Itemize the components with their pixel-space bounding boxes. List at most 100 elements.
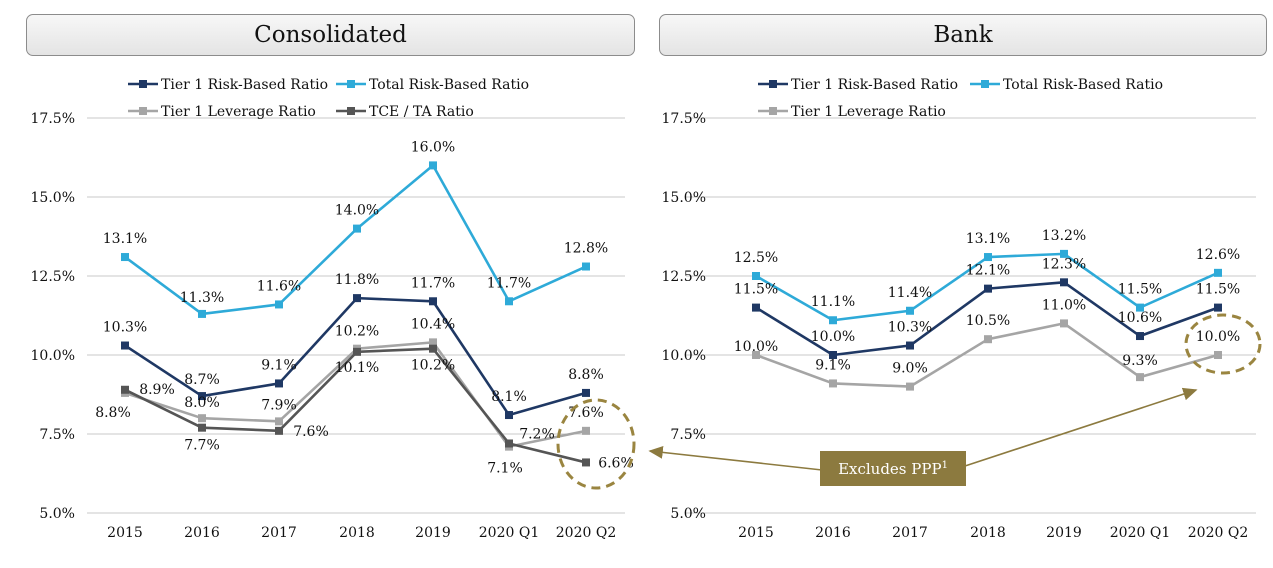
bank-data-label: 10.5% bbox=[966, 313, 1010, 329]
consolidated-data-label: 11.8% bbox=[335, 272, 379, 288]
consolidated-data-label: 10.2% bbox=[411, 358, 455, 374]
consolidated-legend-swatch-marker bbox=[347, 107, 355, 115]
consolidated-series-1-marker bbox=[275, 379, 283, 388]
bank-data-label: 11.1% bbox=[811, 294, 855, 310]
bank-x-tick-label: 2016 bbox=[815, 525, 851, 541]
consolidated-data-label: 8.9% bbox=[139, 382, 175, 398]
consolidated-data-label: 16.0% bbox=[411, 139, 455, 155]
consolidated-data-label: 8.7% bbox=[184, 372, 220, 388]
bank-data-label: 11.4% bbox=[888, 285, 932, 301]
consolidated-data-label: 12.8% bbox=[564, 241, 608, 257]
consolidated-series-4-marker bbox=[275, 426, 283, 435]
bank-series-3-marker bbox=[1060, 319, 1068, 328]
bank-data-label: 10.0% bbox=[811, 329, 855, 345]
consolidated-y-tick-label: 15.0% bbox=[31, 190, 75, 206]
callout-footnote-marker: 1 bbox=[942, 460, 948, 471]
consolidated-legend-label: TCE / TA Ratio bbox=[369, 104, 474, 120]
consolidated-data-label: 6.6% bbox=[598, 455, 634, 471]
consolidated-x-tick-label: 2016 bbox=[184, 525, 220, 541]
consolidated-data-label: 11.7% bbox=[411, 275, 455, 291]
consolidated-data-label: 8.0% bbox=[184, 395, 220, 411]
consolidated-series-4-marker bbox=[198, 423, 206, 432]
consolidated-data-label: 9.1% bbox=[261, 357, 297, 373]
bank-legend-swatch-marker bbox=[981, 80, 989, 88]
bank-data-label: 12.6% bbox=[1196, 247, 1240, 263]
consolidated-y-tick-label: 5.0% bbox=[39, 506, 75, 522]
bank-data-label: 10.3% bbox=[888, 320, 932, 336]
callout-text: Excludes PPP bbox=[838, 460, 942, 478]
consolidated-data-label: 11.3% bbox=[180, 290, 224, 306]
bank-data-label: 10.0% bbox=[1196, 329, 1240, 345]
consolidated-legend-swatch-marker bbox=[347, 80, 355, 88]
consolidated-data-label: 7.6% bbox=[568, 405, 604, 421]
consolidated-series-1-marker bbox=[353, 294, 361, 303]
bank-series-1-marker bbox=[752, 303, 760, 312]
bank-x-tick-label: 2018 bbox=[970, 525, 1006, 541]
consolidated-series-4-marker bbox=[429, 344, 437, 353]
bank-data-label: 12.3% bbox=[1042, 256, 1086, 272]
bank-y-tick-label: 12.5% bbox=[662, 269, 706, 285]
consolidated-y-tick-label: 12.5% bbox=[31, 269, 75, 285]
bank-data-label: 13.2% bbox=[1042, 228, 1086, 244]
bank-y-tick-label: 15.0% bbox=[662, 190, 706, 206]
bank-data-label: 11.5% bbox=[1196, 282, 1240, 298]
bank-highlight-circle bbox=[1184, 313, 1262, 375]
consolidated-series-2-marker bbox=[582, 262, 590, 271]
bank-panel-title: Bank bbox=[659, 14, 1267, 56]
consolidated-panel-title: Consolidated bbox=[26, 14, 635, 56]
consolidated-series-2-marker bbox=[353, 224, 361, 233]
consolidated-series-4-marker bbox=[582, 458, 590, 467]
bank-data-label: 9.0% bbox=[892, 361, 928, 377]
bank-series-3-marker bbox=[906, 382, 914, 391]
bank-data-label: 9.3% bbox=[1122, 353, 1158, 369]
bank-y-tick-label: 7.5% bbox=[670, 427, 706, 443]
consolidated-data-label: 8.8% bbox=[95, 405, 131, 421]
bank-x-tick-label: 2020 Q2 bbox=[1188, 525, 1248, 541]
bank-series-3-marker bbox=[1214, 351, 1222, 359]
consolidated-data-label: 8.1% bbox=[491, 389, 527, 405]
consolidated-series-3-marker bbox=[275, 417, 283, 426]
consolidated-x-tick-label: 2015 bbox=[107, 525, 143, 541]
callout-label: Excludes PPP1 bbox=[838, 460, 948, 478]
bank-y-tick-label: 5.0% bbox=[670, 506, 706, 522]
consolidated-data-label: 7.9% bbox=[261, 397, 297, 413]
bank-data-label: 12.1% bbox=[966, 263, 1010, 279]
consolidated-data-label: 7.6% bbox=[293, 424, 329, 440]
data-labels-layer: 10.3% 8.7% 9.1% 11.8% 11.7% 8.1% 8.8% 13.1% 11.3… bbox=[95, 139, 1240, 476]
consolidated-x-tick-label: 2017 bbox=[261, 525, 297, 541]
consolidated-data-label: 11.7% bbox=[487, 275, 531, 291]
bank-series-1-marker bbox=[1060, 278, 1068, 287]
bank-data-label: 10.0% bbox=[734, 339, 778, 355]
bank-y-tick-label: 10.0% bbox=[662, 348, 706, 364]
consolidated-series-2-marker bbox=[198, 309, 206, 318]
series-lines-layer bbox=[121, 161, 1222, 467]
bank-data-label: 11.0% bbox=[1042, 297, 1086, 313]
bank-data-label: 11.5% bbox=[1118, 282, 1162, 298]
bank-x-tick-label: 2015 bbox=[738, 525, 774, 541]
consolidated-data-label: 10.2% bbox=[335, 324, 379, 340]
bank-x-tick-label: 2019 bbox=[1046, 525, 1082, 541]
bank-series-2-marker bbox=[1060, 249, 1068, 258]
consolidated-series-1-marker bbox=[121, 341, 129, 350]
bank-data-label: 13.1% bbox=[966, 231, 1010, 247]
consolidated-series-1-marker bbox=[505, 411, 513, 420]
consolidated-x-tick-label: 2019 bbox=[415, 525, 451, 541]
bank-series-2-marker bbox=[1214, 268, 1222, 277]
consolidated-data-label: 10.4% bbox=[411, 316, 455, 332]
consolidated-series-2-marker bbox=[429, 161, 437, 170]
bank-legend-label: Total Risk-Based Ratio bbox=[1003, 77, 1163, 93]
consolidated-series-4-marker bbox=[505, 439, 513, 448]
consolidated-data-label: 8.8% bbox=[568, 367, 604, 383]
consolidated-series-4-marker bbox=[121, 385, 129, 394]
consolidated-x-tick-label: 2018 bbox=[339, 525, 375, 541]
bank-legend-label: Tier 1 Risk-Based Ratio bbox=[791, 77, 958, 93]
bank-series-2-marker bbox=[829, 316, 837, 325]
consolidated-x-tick-label: 2020 Q1 bbox=[479, 525, 539, 541]
consolidated-series-1-marker bbox=[582, 388, 590, 397]
consolidated-highlight-circle bbox=[556, 398, 636, 490]
bank-data-label: 10.6% bbox=[1118, 310, 1162, 326]
consolidated-series-3-marker bbox=[198, 414, 206, 423]
consolidated-series-2-marker bbox=[505, 297, 513, 306]
bank-series-3-marker bbox=[829, 379, 837, 388]
